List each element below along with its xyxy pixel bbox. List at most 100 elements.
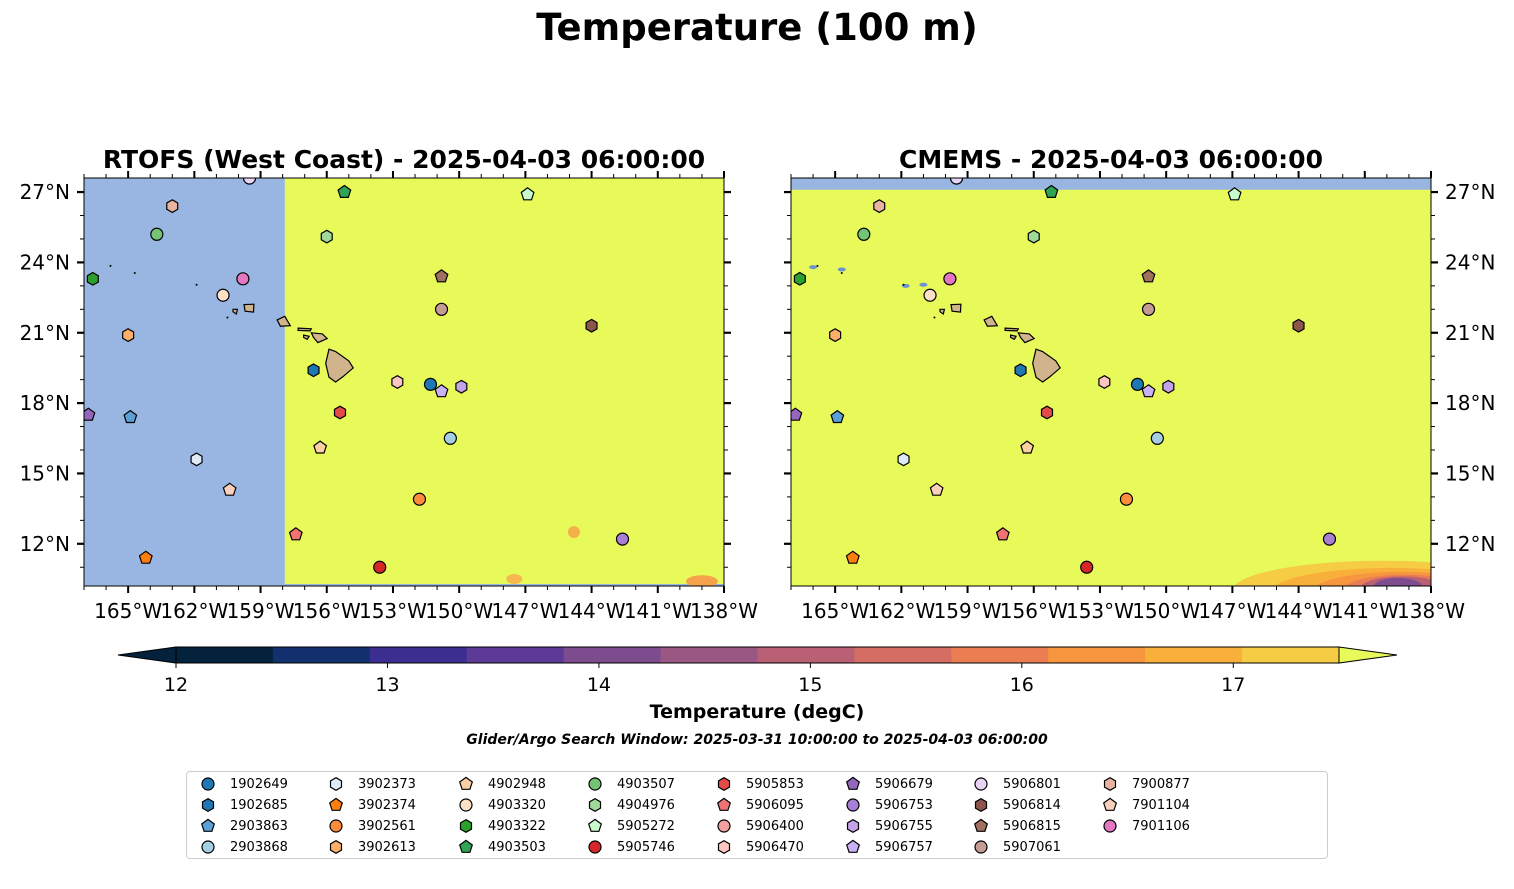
float-marker-3902374 xyxy=(845,550,860,564)
legend-item-5906814: 5906814 xyxy=(970,796,1061,814)
legend-item-5906801: 5906801 xyxy=(970,775,1061,793)
colorbar-tick-label: 15 xyxy=(798,674,822,696)
legend-label: 7900877 xyxy=(1132,776,1190,792)
legend-item-5906757: 5906757 xyxy=(842,838,933,856)
legend-label: 7901104 xyxy=(1132,797,1190,813)
legend-item-2903868: 2903868 xyxy=(197,838,288,856)
temperature-field xyxy=(791,178,1431,586)
legend-marker-icon xyxy=(458,776,474,790)
figure-title: Temperature (100 m) xyxy=(536,6,978,49)
legend-label: 7901106 xyxy=(1132,818,1190,834)
float-marker-5906815 xyxy=(434,269,449,283)
legend-item-5907061: 5907061 xyxy=(970,838,1061,856)
legend-label: 5906815 xyxy=(1003,818,1061,834)
legend-marker-icon xyxy=(329,777,343,791)
legend-item-4902948: 4902948 xyxy=(455,775,546,793)
legend-item-5905746: 5905746 xyxy=(584,838,675,856)
legend-label: 3902561 xyxy=(358,818,416,834)
legend-marker xyxy=(974,777,988,791)
legend-label: 5906755 xyxy=(875,818,933,834)
legend-label: 2903863 xyxy=(230,818,288,834)
colorbar-segment xyxy=(854,647,952,663)
legend-marker xyxy=(716,797,732,811)
legend-item-1902649: 1902649 xyxy=(197,775,288,793)
legend-item-4903503: 4903503 xyxy=(455,838,546,856)
legend-marker-icon xyxy=(846,819,860,833)
x-tick-label: 153°W xyxy=(359,599,427,623)
x-tick-label: 153°W xyxy=(1066,599,1134,623)
float-marker-4904976 xyxy=(1027,229,1040,244)
axis-ticks xyxy=(784,171,1438,593)
x-tick-label: 141°W xyxy=(1331,599,1399,623)
float-marker-3902373 xyxy=(190,452,203,467)
legend-item-5906400: 5906400 xyxy=(713,817,804,835)
islet xyxy=(109,264,112,267)
legend-item-4903322: 4903322 xyxy=(455,817,546,835)
float-marker-7900877 xyxy=(873,199,886,214)
legend-marker xyxy=(846,798,860,812)
float-marker-5906801 xyxy=(242,178,257,185)
float-marker-4903322 xyxy=(793,271,806,286)
float-marker-5905272 xyxy=(520,187,535,201)
legend-marker xyxy=(974,798,988,812)
legend-item-5906815: 5906815 xyxy=(970,817,1061,835)
float-marker-5905746 xyxy=(373,560,387,574)
float-marker-5906679 xyxy=(791,407,803,421)
legend-marker xyxy=(588,777,602,791)
float-marker-5906679 xyxy=(84,407,96,421)
molokai-island xyxy=(297,327,313,332)
float-marker-5906757 xyxy=(434,384,449,398)
float-marker-5906095 xyxy=(288,527,303,541)
y-tick-label: 27°N xyxy=(20,180,70,204)
float-marker-7900877 xyxy=(166,199,179,214)
legend-marker xyxy=(1103,819,1117,833)
float-marker-3902373 xyxy=(897,452,910,467)
legend-marker xyxy=(973,818,989,832)
y-tick-label: 24°N xyxy=(20,250,70,274)
float-marker-4903503 xyxy=(1044,184,1059,198)
legend-marker-icon xyxy=(716,797,732,811)
legend-label: 1902649 xyxy=(230,776,288,792)
islet xyxy=(902,283,905,286)
float-marker-3902561 xyxy=(1119,492,1134,506)
temperature-field xyxy=(84,178,724,586)
legend-item-3902613: 3902613 xyxy=(325,838,416,856)
float-marker-1902685 xyxy=(307,363,320,378)
panel-title: CMEMS - 2025-04-03 06:00:00 xyxy=(899,145,1323,174)
no-data-strip xyxy=(284,584,724,586)
float-marker-7901106 xyxy=(236,272,250,286)
colorbar-tick-label: 16 xyxy=(1010,674,1034,696)
warm-water-fill xyxy=(791,178,1431,586)
legend-marker xyxy=(200,818,216,832)
float-marker-3902613 xyxy=(829,328,842,343)
legend-marker xyxy=(201,798,215,812)
legend-marker-icon xyxy=(329,840,343,854)
y-tick-label: 15°N xyxy=(1445,461,1495,485)
colorbar-segment xyxy=(272,647,371,663)
float-marker-5906753 xyxy=(615,532,630,546)
float-marker-4903507 xyxy=(150,227,164,241)
float-markers xyxy=(84,178,630,574)
x-tick-label: 150°W xyxy=(425,599,493,623)
legend-marker-icon xyxy=(201,798,215,812)
legend-marker-icon xyxy=(201,777,215,791)
float-marker-5905853 xyxy=(333,405,347,420)
colorbar-tick-label: 12 xyxy=(164,674,188,696)
legend-marker xyxy=(974,840,988,854)
axis-ticks xyxy=(77,171,731,593)
contour-band xyxy=(1373,578,1422,586)
legend-label: 1902685 xyxy=(230,797,288,813)
x-tick-label: 147°W xyxy=(1198,599,1266,623)
legend-marker-icon xyxy=(329,819,343,833)
x-tick-label: 159°W xyxy=(934,599,1002,623)
float-marker-5906095 xyxy=(995,527,1010,541)
legend-label: 5906400 xyxy=(746,818,804,834)
legend-item-5906755: 5906755 xyxy=(842,817,933,835)
colorbar-tick-label: 13 xyxy=(375,674,399,696)
legend-marker xyxy=(587,818,603,832)
islet xyxy=(933,316,936,319)
legend-marker-icon xyxy=(1103,777,1117,791)
hawaii-island xyxy=(325,348,354,383)
colorbar-segment xyxy=(1048,647,1146,663)
legend-label: 5906095 xyxy=(746,797,804,813)
